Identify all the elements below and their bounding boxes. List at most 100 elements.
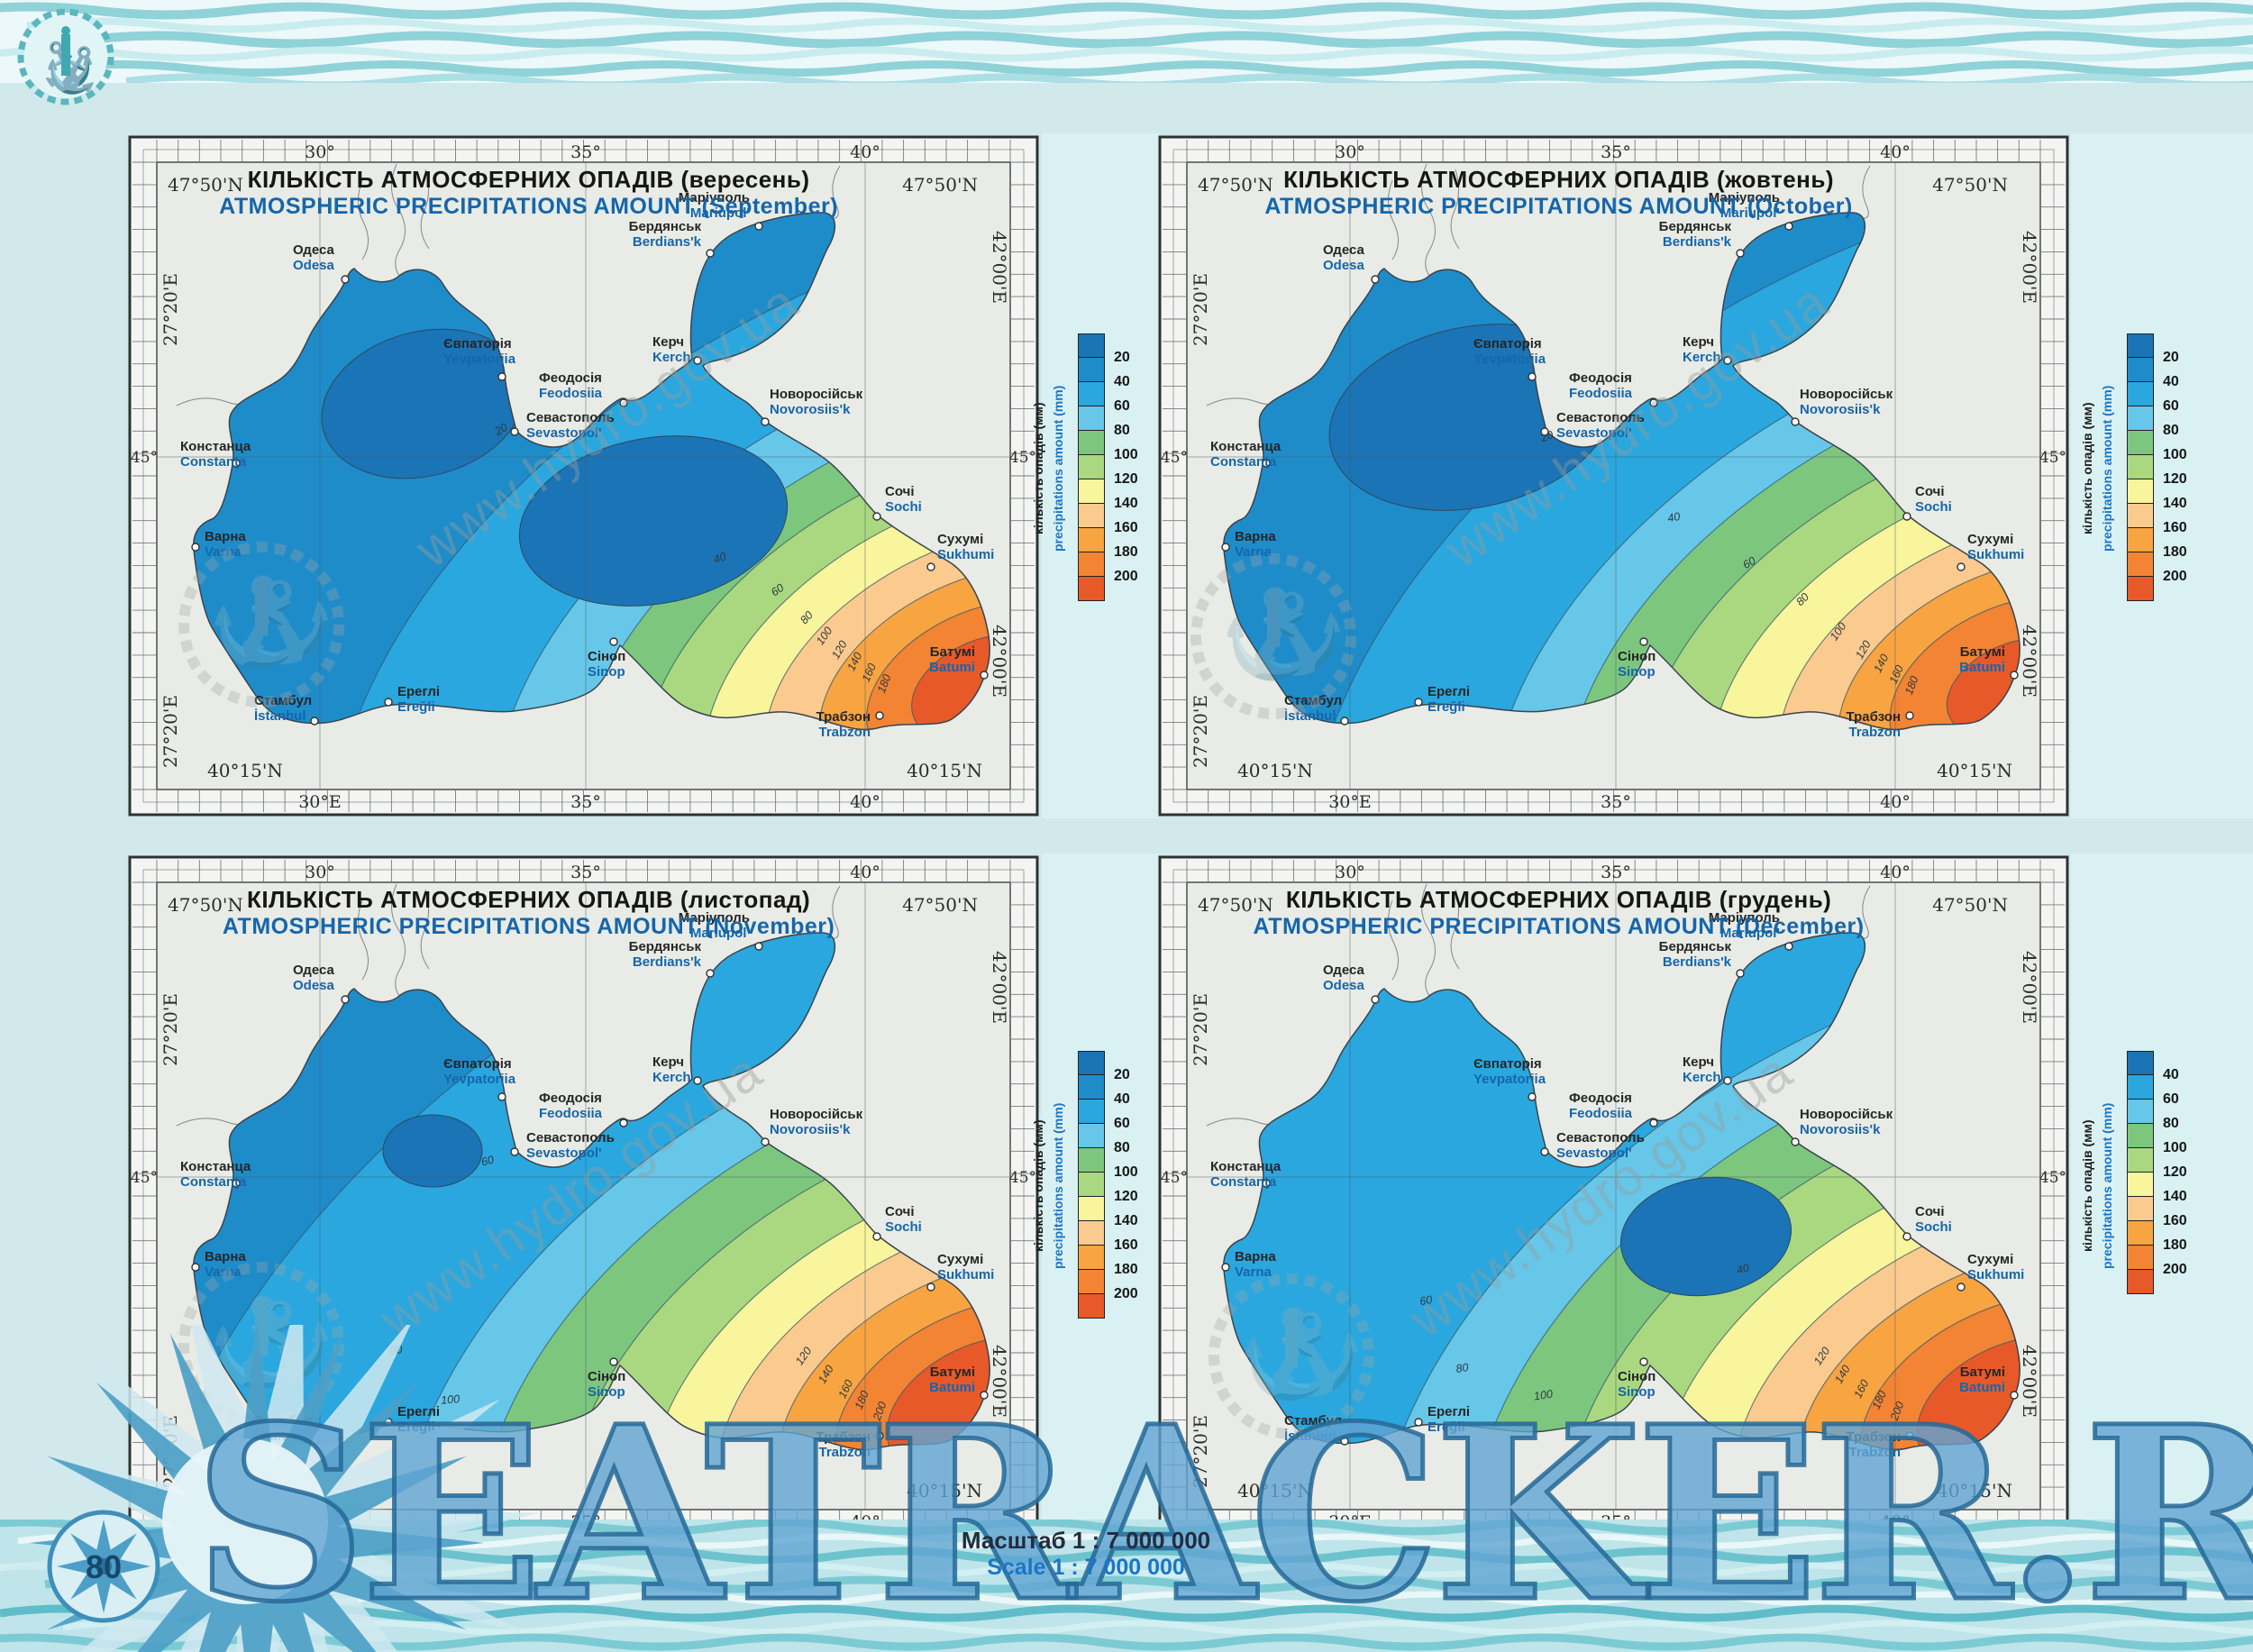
legend-title-en: precipitations amount (mm): [2100, 1102, 2114, 1270]
legend-value: 200: [1114, 569, 1138, 584]
city-marker: [1528, 372, 1537, 381]
city-name-uk: Констанца: [180, 1159, 251, 1174]
city-name-uk: Севастополь: [1556, 1130, 1645, 1145]
map-panel-september: 20 40 60 80 100 120 140 160 180 Одеса Odesa Маріупо…: [126, 133, 1041, 818]
svg-text:42°00'E: 42°00'E: [2019, 1345, 2040, 1418]
city-name-uk: Сочі: [885, 484, 915, 499]
legend-color-swatch: [1078, 1051, 1105, 1075]
city-marker: [497, 372, 506, 381]
legend-value: 140: [2163, 496, 2187, 511]
city-name-en: Mariupol': [1720, 205, 1780, 221]
city-marker: [872, 512, 881, 521]
svg-text:27°20'E: 27°20'E: [1190, 273, 1211, 346]
svg-text:42°00'E: 42°00'E: [2019, 951, 2040, 1024]
legend-color-swatch: [2127, 1197, 2154, 1221]
legend-color-swatch: [1078, 1100, 1105, 1124]
svg-text:42°00'E: 42°00'E: [2019, 231, 2040, 304]
city-name-uk: Феодосія: [539, 370, 602, 386]
city-name-en: Odesa: [1323, 258, 1365, 273]
legend-color-swatch: [1078, 1221, 1105, 1246]
city-name-uk: Маріуполь: [679, 190, 750, 205]
contour-label: 60: [1740, 554, 1757, 571]
scale-uk: Масштаб 1 : 7 000 000: [961, 1527, 1211, 1554]
city-marker: [510, 1147, 519, 1156]
legend-color-swatch: [2127, 1051, 2154, 1075]
legend-value: 60: [1114, 1116, 1130, 1131]
legend-value: 100: [2163, 1140, 2187, 1155]
legend-color-swatch: [2127, 504, 2154, 528]
city-name-en: Odesa: [293, 258, 335, 273]
city-name-en: Batumi: [929, 660, 975, 675]
city-name-en: Ereğli: [397, 1419, 435, 1435]
city-marker: [1262, 1179, 1271, 1188]
legend-value: 140: [2163, 1189, 2187, 1204]
city-name-uk: Євпаторія: [443, 1056, 512, 1072]
contour-label: 20: [492, 421, 510, 439]
city-name-en: Kerch: [1683, 350, 1721, 365]
city-marker: [693, 1076, 702, 1085]
legend-color-swatch: [1078, 1124, 1105, 1148]
city-name-uk: Євпаторія: [443, 336, 512, 351]
city-name-uk: Стамбул: [1284, 1413, 1342, 1428]
svg-text:27°20'E: 27°20'E: [1190, 993, 1211, 1066]
legend-color-swatch: [2127, 1270, 2154, 1294]
svg-text:30°: 30°: [1335, 863, 1365, 882]
city-name-en: Novorosiis'k: [1800, 1122, 1881, 1137]
legend-value: 160: [2163, 520, 2187, 535]
frame-labels: 30° 35° 40° 30°E 35° 40° 45° 45° 47°50'N 47°50'N 4…: [131, 142, 1036, 812]
city-name-uk: Констанца: [1210, 1159, 1282, 1174]
city-marker: [1784, 942, 1793, 951]
city-name-uk: Севастополь: [526, 1130, 615, 1145]
svg-text:47°50'N: 47°50'N: [1198, 174, 1273, 196]
city-marker: [875, 711, 884, 720]
city-name-uk: Маріуполь: [1709, 910, 1780, 926]
city-name-uk: Батумі: [1960, 1364, 2005, 1380]
city-marker: [980, 1391, 989, 1400]
city-marker: [609, 1357, 618, 1366]
svg-text:35°: 35°: [1601, 863, 1631, 882]
legend-value: 200: [2163, 569, 2187, 584]
legend-value: 200: [2163, 1262, 2187, 1277]
city-marker: [384, 698, 393, 707]
city-marker: [2010, 1391, 2019, 1400]
legend-value: 80: [1114, 1140, 1130, 1155]
city-name-uk: Одеса: [1323, 242, 1364, 258]
contour-label: 40: [1735, 1262, 1750, 1277]
page-number: 80: [85, 1548, 123, 1585]
city-marker: [1902, 512, 1911, 521]
svg-text:47°50'N: 47°50'N: [902, 174, 978, 196]
legend-color-swatch: [1078, 1173, 1105, 1197]
legend-color-swatch: [1078, 431, 1105, 455]
city-marker: [510, 427, 519, 436]
contour-label: 180: [875, 672, 894, 695]
svg-text:40°: 40°: [850, 792, 880, 812]
city-name-en: Sinop: [588, 664, 625, 680]
city-name-en: İstanbul: [1284, 708, 1336, 724]
river: [1450, 169, 1460, 250]
city-marker: [761, 1137, 770, 1146]
city-name-en: Berdians'k: [633, 234, 702, 250]
city-marker: [1540, 427, 1549, 436]
city-name-en: Feodosiia: [1569, 1106, 1633, 1121]
city-marker: [1371, 275, 1380, 284]
city-name-uk: Севастополь: [526, 410, 615, 425]
city-marker: [1723, 1076, 1732, 1085]
svg-text:47°50'N: 47°50'N: [1932, 894, 2008, 916]
city-marker: [1340, 1437, 1349, 1446]
city-name-en: Sevastopol': [1556, 1145, 1632, 1161]
city-name-en: Batumi: [1959, 1380, 2005, 1395]
seatracker-watermark: SEATRACKER.RU: [192, 1374, 2253, 1652]
svg-text:42°00'E: 42°00'E: [989, 625, 1010, 698]
svg-text:30°: 30°: [305, 142, 335, 162]
svg-text:27°20'E: 27°20'E: [160, 273, 181, 346]
river: [358, 899, 369, 981]
city-name-uk: Керч: [1683, 1054, 1714, 1070]
legend-color-swatch: [1078, 1148, 1105, 1173]
river: [358, 179, 369, 260]
city-name-en: Yevpatoriia: [443, 1072, 516, 1087]
map-panel-december: 40 60 80 100 120 140 160 180 200 Одеса Odesa Маріуп…: [1156, 853, 2071, 1538]
city-name-en: Sukhumi: [937, 547, 994, 562]
legend-title-uk: кількість опадів (мм): [2080, 402, 2094, 535]
city-marker: [1957, 1282, 1966, 1291]
